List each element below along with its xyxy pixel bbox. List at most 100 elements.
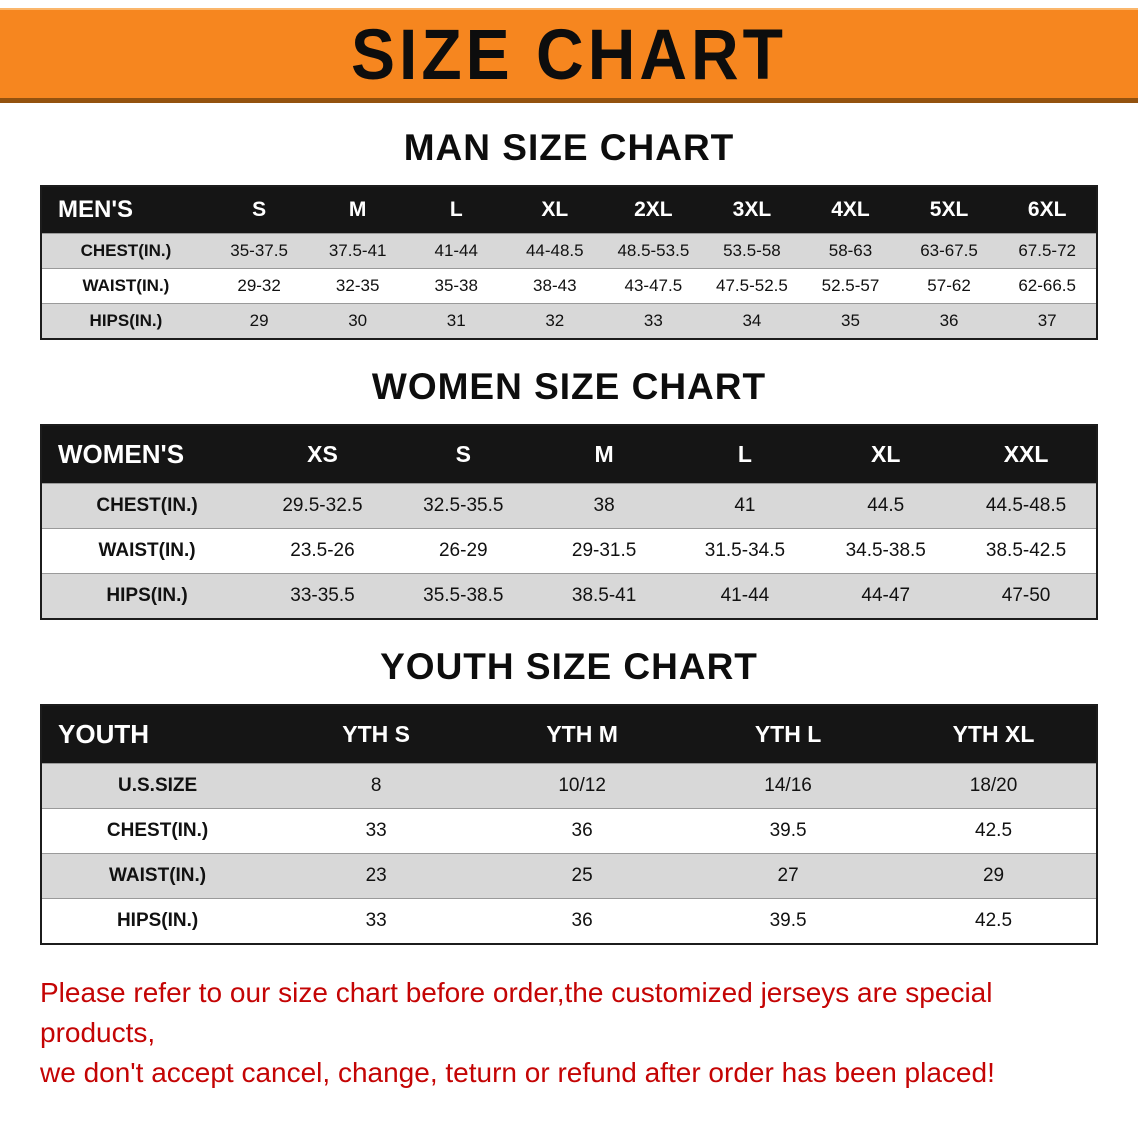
table-header-row: YOUTH YTH S YTH M YTH L YTH XL — [41, 705, 1097, 764]
value-cell: 36 — [479, 808, 686, 854]
column-header-cell: 4XL — [801, 186, 900, 234]
column-header-cell: L — [406, 186, 506, 234]
value-cell: 42.5 — [891, 898, 1097, 945]
value-cell: 35-38 — [406, 268, 506, 304]
value-cell: 36 — [479, 898, 686, 945]
value-cell: 35 — [801, 303, 900, 340]
value-cell: 38.5-42.5 — [956, 528, 1097, 574]
value-cell: 29-31.5 — [533, 528, 675, 574]
value-cell: 35-37.5 — [209, 233, 309, 269]
value-cell: 41-44 — [674, 573, 816, 620]
value-cell: 47-50 — [956, 573, 1097, 620]
column-header-cell: S — [392, 425, 534, 484]
column-header-cell: 3XL — [702, 186, 802, 234]
women-size-section: WOMEN SIZE CHART WOMEN'S XS S M L XL XXL CHEST(… — [0, 366, 1138, 620]
row-label-cell: WAIST(IN.) — [41, 268, 210, 304]
value-cell: 58-63 — [801, 233, 900, 269]
table-row: HIPS(IN.) 33 36 39.5 42.5 — [41, 898, 1097, 945]
column-header-cell: 2XL — [604, 186, 703, 234]
value-cell: 67.5-72 — [998, 233, 1097, 269]
value-cell: 44-48.5 — [505, 233, 605, 269]
men-size-table: MEN'S S M L XL 2XL 3XL 4XL 5XL 6XL CHEST(IN.) 35-37… — [40, 185, 1098, 340]
value-cell: 29-32 — [209, 268, 309, 304]
value-cell: 26-29 — [392, 528, 534, 574]
row-label-cell: HIPS(IN.) — [41, 303, 210, 340]
value-cell: 41-44 — [406, 233, 506, 269]
row-label-cell: CHEST(IN.) — [41, 483, 253, 529]
value-cell: 44.5-48.5 — [956, 483, 1097, 529]
value-cell: 47.5-52.5 — [702, 268, 802, 304]
value-cell: 35.5-38.5 — [392, 573, 534, 620]
table-title-cell: YOUTH — [41, 705, 274, 764]
value-cell: 62-66.5 — [998, 268, 1097, 304]
table-row: U.S.SIZE 8 10/12 14/16 18/20 — [41, 763, 1097, 809]
men-section-title: MAN SIZE CHART — [403, 127, 735, 168]
women-section-title: WOMEN SIZE CHART — [371, 366, 767, 407]
youth-size-table: YOUTH YTH S YTH M YTH L YTH XL U.S.SIZE 8 10/12… — [40, 704, 1098, 945]
column-header-cell: XL — [505, 186, 605, 234]
column-header-cell: YTH XL — [891, 705, 1097, 764]
value-cell: 38.5-41 — [533, 573, 675, 620]
value-cell: 33-35.5 — [252, 573, 393, 620]
column-header-cell: XXL — [956, 425, 1097, 484]
value-cell: 27 — [685, 853, 892, 899]
column-header-cell: YTH M — [479, 705, 686, 764]
value-cell: 63-67.5 — [899, 233, 999, 269]
table-title-cell: WOMEN'S — [41, 425, 253, 484]
value-cell: 39.5 — [685, 898, 892, 945]
value-cell: 31 — [406, 303, 506, 340]
value-cell: 37.5-41 — [308, 233, 407, 269]
column-header-cell: 5XL — [899, 186, 999, 234]
women-size-table: WOMEN'S XS S M L XL XXL CHEST(IN.) 29.5-32.5 32.5… — [40, 424, 1098, 620]
value-cell: 23 — [273, 853, 480, 899]
order-policy-note: Please refer to our size chart before or… — [40, 973, 1100, 1092]
value-cell: 34.5-38.5 — [815, 528, 957, 574]
size-chart-banner: SIZE CHART — [0, 8, 1138, 103]
youth-size-section: YOUTH SIZE CHART YOUTH YTH S YTH M YTH L YTH… — [0, 646, 1138, 945]
row-label-cell: HIPS(IN.) — [41, 898, 274, 945]
value-cell: 10/12 — [479, 763, 686, 809]
table-title-cell: MEN'S — [41, 186, 210, 234]
value-cell: 29 — [891, 853, 1097, 899]
value-cell: 18/20 — [891, 763, 1097, 809]
column-header-cell: S — [209, 186, 309, 234]
order-policy-line-1: Please refer to our size chart before or… — [40, 977, 993, 1048]
men-size-section: MAN SIZE CHART MEN'S S M L XL 2XL 3XL 4XL 5XL 6XL… — [0, 127, 1138, 340]
row-label-cell: U.S.SIZE — [41, 763, 274, 809]
value-cell: 48.5-53.5 — [604, 233, 703, 269]
column-header-cell: XL — [815, 425, 957, 484]
table-header-row: WOMEN'S XS S M L XL XXL — [41, 425, 1097, 484]
table-row: WAIST(IN.) 29-32 32-35 35-38 38-43 43-47.5 47.… — [41, 268, 1097, 304]
value-cell: 29.5-32.5 — [252, 483, 393, 529]
table-row: CHEST(IN.) 29.5-32.5 32.5-35.5 38 41 44.5 44.5… — [41, 483, 1097, 529]
table-row: HIPS(IN.) 29 30 31 32 33 34 35 36 37 — [41, 303, 1097, 340]
value-cell: 38 — [533, 483, 675, 529]
column-header-cell: 6XL — [998, 186, 1097, 234]
table-row: WAIST(IN.) 23 25 27 29 — [41, 853, 1097, 899]
column-header-cell: XS — [252, 425, 393, 484]
column-header-cell: YTH S — [273, 705, 480, 764]
banner-title: SIZE CHART — [351, 14, 787, 94]
value-cell: 14/16 — [685, 763, 892, 809]
column-header-cell: YTH L — [685, 705, 892, 764]
table-row: HIPS(IN.) 33-35.5 35.5-38.5 38.5-41 41-44 44-… — [41, 573, 1097, 620]
value-cell: 43-47.5 — [604, 268, 703, 304]
value-cell: 33 — [604, 303, 703, 340]
order-policy-line-2: we don't accept cancel, change, teturn o… — [40, 1056, 995, 1088]
row-label-cell: WAIST(IN.) — [41, 853, 274, 899]
value-cell: 34 — [702, 303, 802, 340]
row-label-cell: CHEST(IN.) — [41, 808, 274, 854]
column-header-cell: M — [533, 425, 675, 484]
value-cell: 25 — [479, 853, 686, 899]
value-cell: 30 — [308, 303, 407, 340]
value-cell: 38-43 — [505, 268, 605, 304]
row-label-cell: WAIST(IN.) — [41, 528, 253, 574]
value-cell: 57-62 — [899, 268, 999, 304]
table-header-row: MEN'S S M L XL 2XL 3XL 4XL 5XL 6XL — [41, 186, 1097, 234]
value-cell: 42.5 — [891, 808, 1097, 854]
table-row: WAIST(IN.) 23.5-26 26-29 29-31.5 31.5-34.5 34… — [41, 528, 1097, 574]
value-cell: 33 — [273, 808, 480, 854]
value-cell: 41 — [674, 483, 816, 529]
table-row: CHEST(IN.) 33 36 39.5 42.5 — [41, 808, 1097, 854]
value-cell: 8 — [273, 763, 480, 809]
